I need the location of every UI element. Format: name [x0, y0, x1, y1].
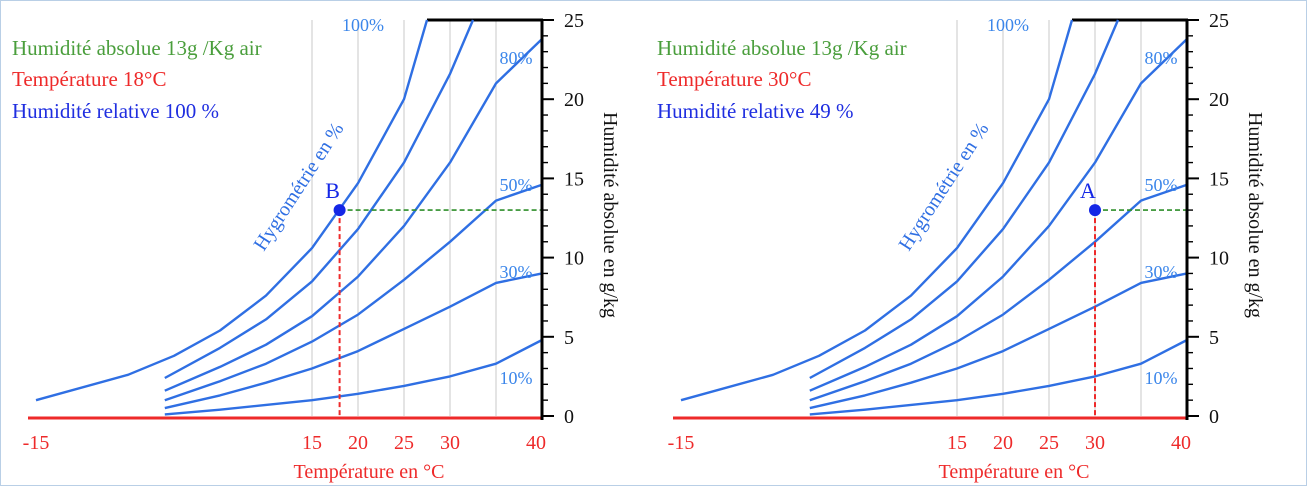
info-temperature: Température 18°C: [12, 67, 166, 91]
y-tick-label: 25: [564, 10, 584, 32]
percent-label: 100%: [342, 15, 384, 35]
humidity-curve: [164, 183, 543, 402]
x-tick-label: 15: [302, 432, 322, 454]
info-absolute-humidity: Humidité absolue 13g /Kg air: [12, 36, 262, 60]
humidity-curve: [809, 38, 1188, 392]
y-axis-title: Humidité absolue en g/kg: [599, 112, 621, 318]
humidity-curve: [809, 19, 1120, 380]
percent-label: 50%: [500, 175, 533, 195]
x-tick-label: 30: [440, 432, 460, 454]
percent-label: 10%: [1145, 368, 1178, 388]
x-axis-title: Température en °C: [939, 461, 1090, 483]
info-relative-humidity: Humidité relative 49 %: [657, 99, 854, 123]
x-tick-label: 20: [348, 432, 368, 454]
humidity-curve: [35, 19, 429, 402]
percent-label: 80%: [1145, 48, 1178, 68]
hygrometry-label: Hygrométrie en %: [895, 119, 994, 255]
x-tick-label: 30: [1085, 432, 1105, 454]
y-tick-label: 10: [564, 248, 584, 270]
percent-label: 50%: [1145, 175, 1178, 195]
y-axis-title: Humidité absolue en g/kg: [1244, 112, 1266, 318]
humidity-curve: [164, 272, 543, 410]
humidity-curve: [164, 19, 475, 380]
x-axis-title: Température en °C: [294, 461, 445, 483]
x-tick-label: 40: [1171, 432, 1191, 454]
humidity-curve: [809, 183, 1188, 402]
percent-label: 10%: [500, 368, 533, 388]
x-tick-label: 40: [526, 432, 546, 454]
chart-panel-left: 100%80%50%30%10%Hygrométrie en %05101520…: [12, 10, 621, 483]
x-tick-label: -15: [668, 432, 695, 454]
percent-label: 30%: [1145, 262, 1178, 282]
humidity-curve: [809, 272, 1188, 410]
info-absolute-humidity: Humidité absolue 13g /Kg air: [657, 36, 907, 60]
y-tick-label: 5: [564, 327, 574, 349]
point-marker: [333, 204, 346, 217]
humidity-curve: [809, 338, 1188, 416]
info-relative-humidity: Humidité relative 100 %: [12, 99, 219, 123]
y-tick-label: 25: [1209, 10, 1229, 32]
point-marker: [1089, 204, 1101, 217]
y-tick-label: 0: [564, 406, 574, 428]
x-tick-label: 25: [1039, 432, 1059, 454]
humidity-curve: [164, 338, 543, 416]
x-tick-label: 25: [394, 432, 414, 454]
y-tick-label: 15: [564, 168, 584, 190]
percent-label: 80%: [500, 48, 533, 68]
y-tick-label: 15: [1209, 168, 1229, 190]
y-tick-label: 20: [1209, 89, 1229, 111]
y-tick-label: 10: [1209, 248, 1229, 270]
humidity-curve: [164, 38, 543, 392]
y-tick-label: 20: [564, 89, 584, 111]
humidity-curve: [680, 19, 1074, 402]
x-tick-label: 15: [947, 432, 967, 454]
info-temperature: Température 30°C: [657, 67, 811, 91]
x-tick-label: 20: [993, 432, 1013, 454]
y-tick-label: 5: [1209, 327, 1219, 349]
point-label: A: [1080, 178, 1096, 203]
point-label: B: [325, 178, 340, 203]
y-tick-label: 0: [1209, 406, 1219, 428]
percent-label: 100%: [987, 15, 1029, 35]
chart-panel-right: 100% 80% 50% 30% 10% Hygrométrie en % 0 5 10 15 20…: [657, 10, 1266, 483]
x-tick-label: -15: [23, 432, 50, 454]
percent-label: 30%: [500, 262, 533, 282]
